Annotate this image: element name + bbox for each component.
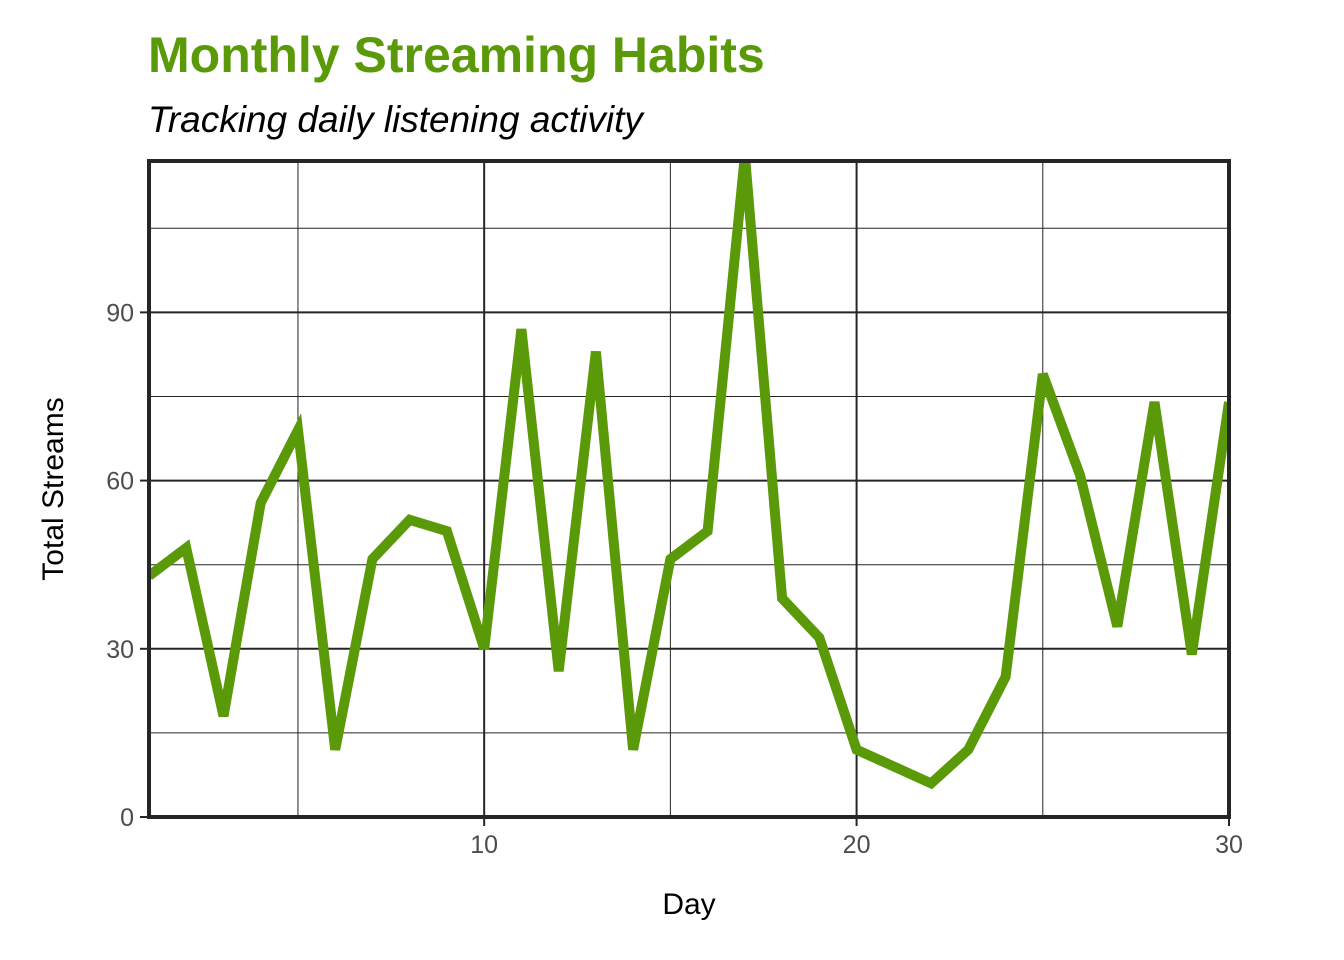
chart-subtitle: Tracking daily listening activity	[148, 99, 643, 140]
streams-line	[149, 161, 1229, 790]
minor-gridlines	[149, 161, 1229, 817]
plot-border	[147, 159, 1231, 819]
y-axis-tick-labels: 0 30 60 90	[106, 299, 134, 832]
x-tick-label: 30	[1215, 831, 1243, 859]
x-tick-label: 20	[843, 831, 871, 859]
x-tick-label: 10	[470, 831, 498, 859]
y-tick-label: 60	[106, 468, 134, 496]
y-tick-label: 30	[106, 636, 134, 664]
x-axis-title: Day	[662, 888, 715, 921]
y-tick-label: 0	[120, 804, 134, 832]
axis-ticks	[140, 311, 1230, 826]
x-axis-tick-labels: 10 20 30	[470, 831, 1243, 859]
y-tick-label: 90	[106, 299, 134, 327]
y-axis-title: Total Streams	[37, 397, 70, 580]
chart-title: Monthly Streaming Habits	[148, 27, 765, 83]
major-gridlines	[149, 161, 1230, 818]
